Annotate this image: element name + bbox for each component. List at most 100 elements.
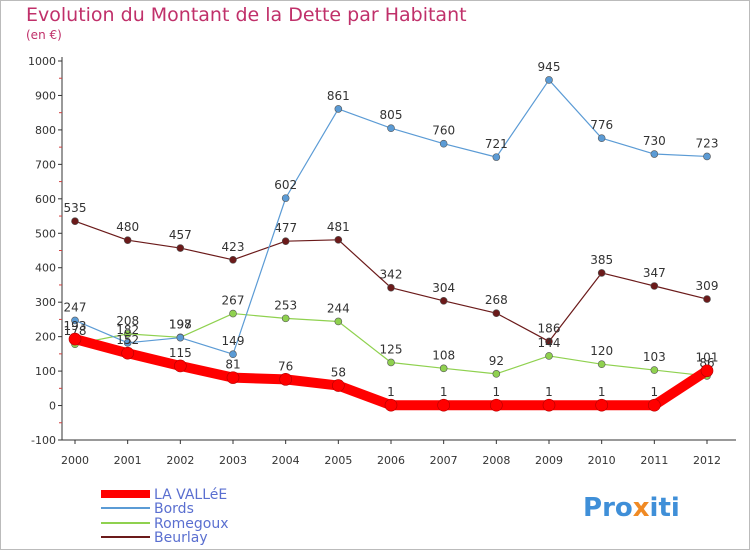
data-point: [176, 244, 185, 252]
data-label: 182: [116, 323, 139, 337]
data-label: 480: [116, 220, 139, 234]
y-tick-label: 800: [35, 124, 56, 137]
data-point: [384, 398, 398, 412]
logo-letter: t: [658, 493, 670, 523]
data-point: [281, 194, 290, 202]
x-tick-label: 2009: [535, 454, 563, 467]
data-label: 723: [696, 136, 719, 150]
data-label: 267: [222, 294, 245, 308]
data-label: 342: [380, 268, 403, 282]
data-point: [281, 237, 290, 245]
x-tick-label: 2000: [61, 454, 89, 467]
data-point: [439, 139, 448, 148]
data-label: 103: [643, 350, 666, 364]
data-label: 76: [278, 359, 293, 373]
data-point: [703, 295, 711, 303]
x-tick-label: 2005: [324, 454, 352, 467]
data-point: [387, 358, 395, 367]
data-label: 178: [64, 324, 87, 338]
data-label: 861: [327, 89, 350, 103]
data-label: 247: [64, 300, 87, 314]
data-label: 253: [274, 298, 297, 312]
data-point: [279, 373, 292, 386]
data-point: [176, 333, 185, 342]
y-tick-label: 100: [35, 365, 56, 378]
data-label: 115: [169, 346, 192, 360]
x-tick-label: 2008: [482, 454, 510, 467]
data-point: [174, 359, 187, 373]
data-point: [334, 236, 343, 244]
data-point: [597, 360, 606, 369]
data-label: 730: [643, 134, 666, 148]
data-label: 244: [327, 301, 350, 315]
data-label: 805: [380, 108, 403, 122]
y-tick-label: -100: [31, 434, 56, 447]
data-label: 120: [590, 344, 613, 358]
data-point: [387, 283, 395, 292]
data-label: 1: [598, 385, 606, 399]
data-label: 1: [493, 385, 501, 399]
x-tick-label: 2006: [377, 454, 405, 467]
data-label: 144: [538, 336, 561, 350]
data-label: 760: [432, 124, 455, 138]
data-label: 92: [489, 354, 504, 368]
data-label: 58: [331, 366, 346, 380]
logo-letter: i: [671, 493, 680, 523]
data-point: [334, 317, 343, 326]
data-point: [492, 370, 501, 378]
data-label: 268: [485, 293, 508, 307]
data-label: 535: [64, 201, 87, 215]
data-label: 457: [169, 228, 192, 242]
data-point: [229, 256, 237, 264]
data-point: [332, 379, 345, 392]
data-label: 309: [696, 279, 719, 293]
data-point: [703, 152, 711, 161]
data-point: [281, 314, 290, 323]
data-point: [229, 309, 237, 318]
data-point: [334, 105, 343, 113]
data-point: [650, 282, 659, 290]
legend-label: Bords: [154, 501, 194, 517]
data-point: [700, 364, 714, 378]
x-tick-label: 2004: [272, 454, 300, 467]
data-point: [650, 150, 659, 158]
data-point: [123, 236, 132, 244]
data-point: [439, 297, 448, 305]
data-label: 1: [387, 385, 395, 399]
y-tick-label: 400: [35, 262, 56, 275]
data-label: 193: [64, 319, 87, 333]
data-point: [123, 339, 132, 347]
data-label: 602: [274, 178, 297, 192]
data-label: 152: [116, 333, 139, 347]
chart-title: Evolution du Montant de la Dette par Hab…: [26, 4, 467, 26]
data-point: [490, 398, 503, 412]
data-point: [545, 76, 553, 84]
y-tick-label: 1000: [28, 55, 56, 68]
x-tick-label: 2002: [166, 454, 194, 467]
data-point: [648, 398, 661, 412]
y-tick-label: 700: [35, 158, 56, 171]
logo-letter: i: [650, 493, 659, 523]
chart-subtitle: (en €): [26, 28, 62, 42]
legend-label: LA VALLéE: [154, 487, 227, 503]
legend-label: Romegoux: [154, 516, 229, 532]
x-tick-label: 2003: [219, 454, 247, 467]
logo-letter: P: [583, 493, 602, 523]
data-point: [71, 217, 79, 226]
data-label: 81: [225, 358, 240, 372]
data-label: 347: [643, 266, 666, 280]
data-point: [597, 269, 606, 277]
data-point: [492, 153, 501, 161]
data-point: [492, 309, 501, 318]
data-label: 149: [222, 334, 245, 348]
x-tick-label: 2007: [430, 454, 458, 467]
data-point: [387, 124, 395, 132]
logo: Proxiti: [583, 493, 680, 523]
data-point: [437, 398, 450, 412]
data-point: [68, 332, 82, 346]
data-label: 304: [432, 281, 455, 295]
data-label: 1: [545, 385, 553, 399]
x-tick-label: 2001: [114, 454, 142, 467]
